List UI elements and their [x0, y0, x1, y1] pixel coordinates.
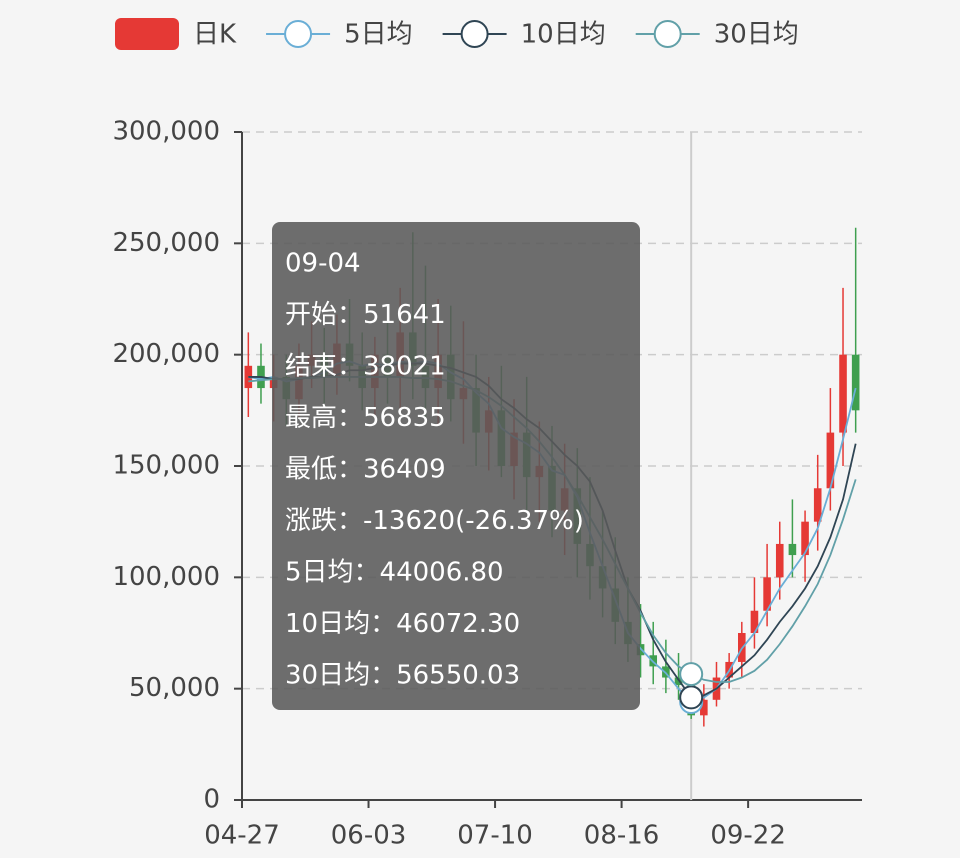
candle-body — [750, 610, 759, 633]
tooltip: 09-04 开始：51641 结束：38021 最高：56835 最低：36409 涨跌：… — [272, 222, 640, 710]
candle-body — [839, 354, 847, 433]
legend-marker — [653, 20, 682, 48]
candle-body — [826, 432, 835, 489]
tooltip-row: 最高：56835 — [285, 403, 446, 433]
hover-marker — [679, 685, 704, 710]
y-tick-label: 200,000 — [112, 339, 220, 369]
x-tick-label: 04-27 — [204, 821, 280, 851]
legend-marker — [284, 20, 313, 48]
legend-swatch — [115, 18, 179, 50]
tooltip-box — [272, 222, 640, 710]
tooltip-row: 10日均：46072.30 — [285, 609, 520, 639]
tooltip-row: 30日均：56550.03 — [285, 661, 520, 691]
y-tick-label: 0 — [203, 785, 220, 815]
legend-label: 10日均 — [521, 20, 606, 50]
tooltip-row: 开始：51641 — [285, 300, 446, 330]
tooltip-row: 最低：36409 — [285, 455, 446, 485]
x-tick-label: 06-03 — [331, 821, 407, 851]
legend-label: 日K — [193, 20, 237, 50]
y-tick-label: 300,000 — [112, 117, 220, 147]
tooltip-row: 结束：38021 — [285, 352, 446, 382]
y-tick-label: 50,000 — [129, 673, 220, 703]
candle-body — [788, 543, 797, 556]
y-tick-label: 150,000 — [112, 451, 220, 481]
candle-body — [775, 543, 784, 578]
y-tick-label: 250,000 — [112, 228, 220, 258]
candle-body — [763, 577, 771, 611]
y-tick-label: 100,000 — [112, 562, 220, 592]
legend-marker — [460, 20, 489, 48]
tooltip-row: 涨跌：-13620(-26.37%) — [285, 506, 584, 536]
x-tick-label: 08-16 — [584, 821, 660, 851]
candle-body — [801, 521, 809, 556]
tooltip-row: 09-04 — [285, 249, 361, 279]
legend-label: 5日均 — [344, 20, 413, 50]
candle-body — [700, 699, 708, 716]
hover-marker — [679, 662, 704, 687]
candle-body — [813, 488, 822, 522]
x-tick-label: 07-10 — [457, 821, 533, 851]
legend-label: 30日均 — [714, 20, 799, 50]
x-tick-label: 09-22 — [710, 821, 786, 851]
tooltip-row: 5日均：44006.80 — [285, 558, 504, 588]
candle-body — [851, 354, 860, 411]
